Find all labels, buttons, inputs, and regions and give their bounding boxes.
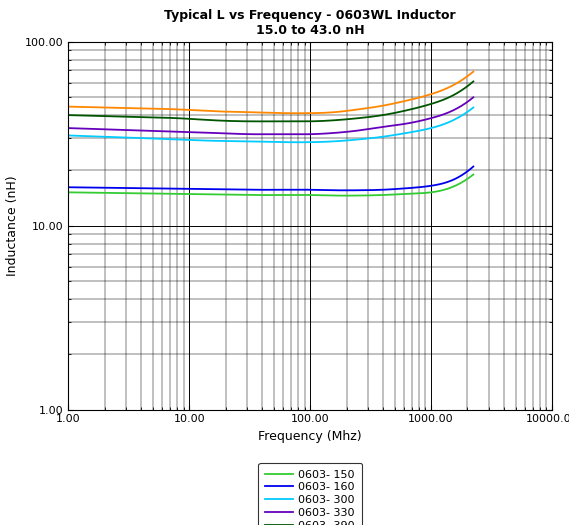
Title: Typical L vs Frequency - 0603WL Inductor
15.0 to 43.0 nH: Typical L vs Frequency - 0603WL Inductor… (164, 9, 456, 37)
0603- 430 (398, 99, 405, 105)
0603- 160 (259, 187, 266, 193)
0603- 330 (470, 94, 477, 100)
0603- 430 (307, 110, 314, 117)
0603- 430 (470, 68, 477, 75)
0603- 150 (259, 192, 266, 198)
Line: 0603- 390: 0603- 390 (68, 81, 473, 121)
0603- 430 (65, 103, 72, 110)
0603- 300 (295, 139, 302, 145)
0603- 150 (398, 191, 405, 197)
0603- 330 (461, 101, 468, 107)
0603- 300 (284, 139, 291, 145)
0603- 300 (257, 139, 264, 145)
0603- 390 (461, 85, 468, 91)
0603- 150 (461, 177, 468, 184)
0603- 330 (298, 131, 304, 138)
Legend: 0603- 150, 0603- 160, 0603- 300, 0603- 330, 0603- 390, 0603- 430: 0603- 150, 0603- 160, 0603- 300, 0603- 3… (258, 463, 362, 525)
Line: 0603- 330: 0603- 330 (68, 97, 473, 134)
0603- 390 (307, 118, 314, 124)
0603- 390 (470, 78, 477, 85)
0603- 330 (284, 131, 291, 138)
0603- 390 (259, 118, 266, 124)
0603- 330 (259, 131, 266, 138)
0603- 160 (306, 186, 313, 193)
0603- 160 (461, 170, 468, 176)
0603- 430 (284, 110, 291, 117)
0603- 150 (341, 193, 348, 199)
0603- 330 (398, 121, 405, 128)
0603- 160 (284, 186, 291, 193)
Line: 0603- 430: 0603- 430 (68, 71, 473, 113)
0603- 150 (470, 171, 477, 177)
0603- 330 (257, 131, 264, 138)
Line: 0603- 150: 0603- 150 (68, 174, 473, 196)
0603- 300 (398, 131, 405, 137)
Y-axis label: Inductance (nH): Inductance (nH) (6, 175, 19, 276)
0603- 430 (257, 109, 264, 116)
0603- 300 (461, 111, 468, 117)
0603- 300 (470, 104, 477, 111)
0603- 150 (284, 192, 291, 198)
0603- 160 (65, 184, 72, 191)
0603- 160 (257, 187, 264, 193)
0603- 390 (65, 112, 72, 118)
0603- 300 (307, 139, 314, 145)
0603- 390 (398, 109, 405, 115)
0603- 160 (341, 187, 348, 194)
0603- 330 (65, 125, 72, 131)
0603- 300 (259, 139, 266, 145)
0603- 150 (65, 189, 72, 195)
0603- 160 (470, 163, 477, 170)
X-axis label: Frequency (Mhz): Frequency (Mhz) (258, 430, 362, 443)
0603- 390 (257, 118, 264, 124)
0603- 430 (295, 110, 302, 117)
0603- 160 (398, 185, 405, 192)
0603- 300 (65, 132, 72, 139)
Line: 0603- 300: 0603- 300 (68, 108, 473, 142)
0603- 330 (307, 131, 314, 138)
0603- 390 (298, 118, 304, 124)
0603- 390 (284, 118, 291, 124)
0603- 430 (259, 109, 266, 116)
0603- 150 (306, 192, 313, 198)
0603- 150 (257, 192, 264, 198)
0603- 430 (461, 75, 468, 81)
Line: 0603- 160: 0603- 160 (68, 166, 473, 191)
